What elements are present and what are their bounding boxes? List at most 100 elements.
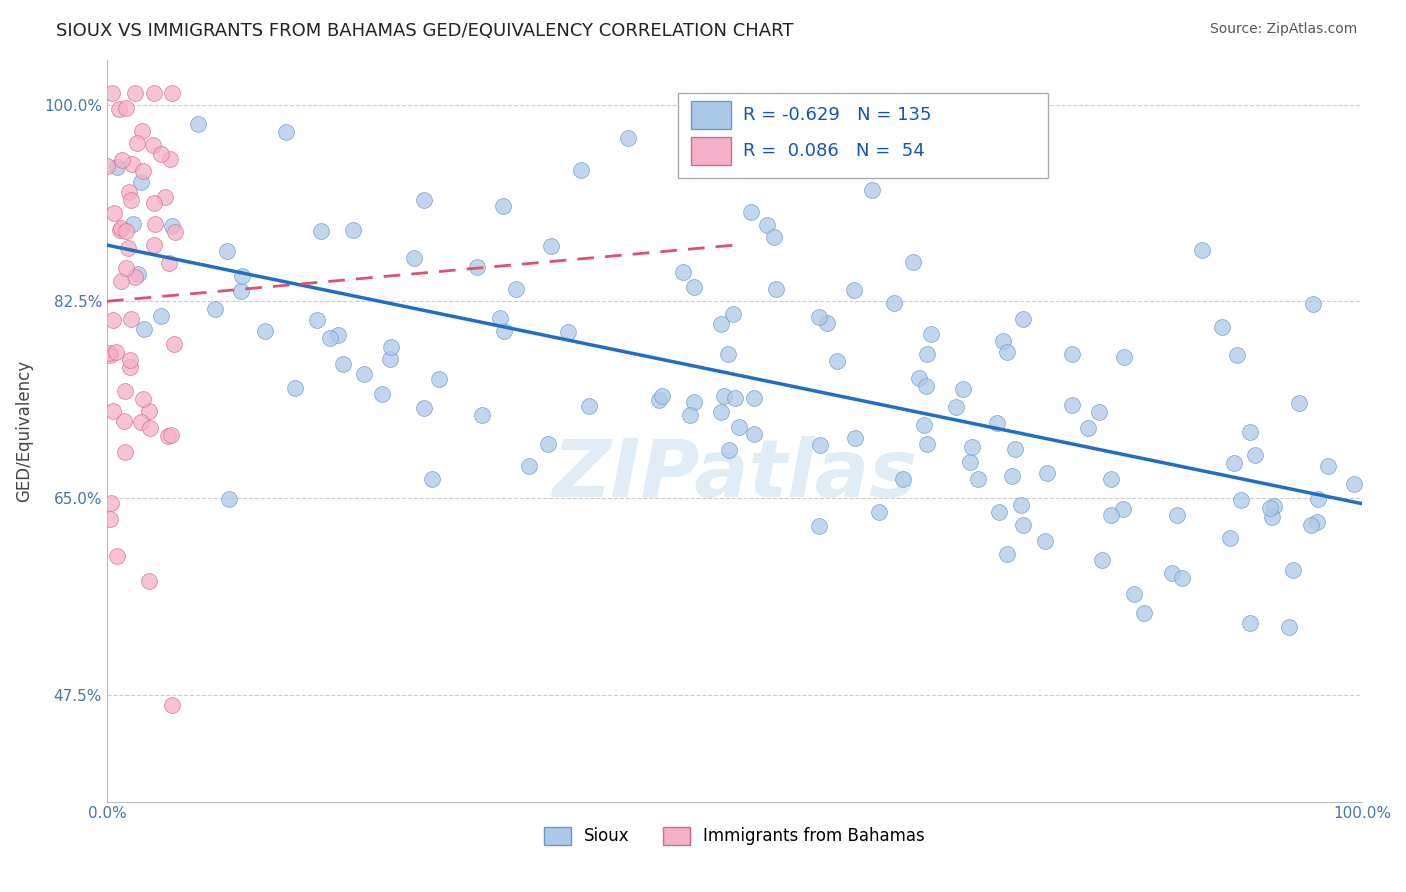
Point (557, 325, 579, 339)
Point (118, 185, 141, 199)
Point (114, 444, 136, 458)
Point (860, 183, 883, 197)
Point (960, 440, 983, 454)
Point (420, 472, 443, 486)
Point (100, 87, 122, 101)
Point (744, 426, 766, 441)
Point (1101, 472, 1123, 486)
Point (762, 230, 785, 244)
Point (617, 130, 640, 145)
Point (1011, 312, 1033, 326)
Point (756, 218, 779, 232)
Point (107, 160, 129, 174)
Point (844, 283, 866, 297)
Point (404, 251, 426, 265)
Point (105, 549, 128, 563)
Point (815, 316, 838, 330)
Point (96, 160, 118, 174)
Point (724, 391, 747, 405)
Point (139, 420, 162, 434)
Point (307, 313, 329, 327)
Point (710, 405, 733, 419)
Point (945, 400, 967, 414)
Point (159, 428, 181, 442)
Point (988, 505, 1011, 519)
Point (332, 357, 354, 371)
Point (98, 512, 121, 526)
Point (903, 255, 925, 269)
Point (986, 416, 1008, 430)
Point (492, 324, 515, 338)
Point (706, 121, 728, 136)
Point (679, 408, 702, 422)
Point (682, 280, 704, 294)
Point (378, 352, 401, 367)
Point (717, 347, 740, 361)
Point (1244, 449, 1267, 463)
Point (163, 337, 186, 351)
Point (138, 574, 160, 589)
Point (651, 389, 673, 403)
Point (150, 147, 173, 161)
Point (118, 360, 141, 375)
Point (129, 415, 152, 429)
Point (121, 157, 143, 171)
Point (1306, 516, 1329, 530)
Point (127, 267, 149, 281)
Point (505, 282, 527, 296)
Point (808, 310, 831, 325)
Point (231, 268, 253, 283)
Point (132, 164, 155, 178)
Point (537, 437, 560, 451)
Point (115, 101, 138, 115)
Point (1099, 508, 1122, 522)
Point (517, 459, 540, 474)
Point (721, 307, 744, 321)
Point (276, 125, 298, 139)
Point (1035, 534, 1057, 549)
Point (471, 408, 494, 422)
Point (204, 302, 226, 317)
Point (143, 237, 166, 252)
Point (1343, 477, 1365, 491)
Point (105, 344, 128, 359)
Point (159, 152, 181, 166)
Point (1077, 420, 1099, 434)
Point (127, 136, 149, 150)
Point (488, 310, 510, 325)
Point (101, 313, 124, 327)
Point (648, 392, 671, 407)
Point (1219, 532, 1241, 546)
Point (131, 124, 153, 138)
Point (765, 282, 787, 296)
Point (121, 218, 143, 232)
Point (118, 353, 141, 368)
Point (117, 241, 139, 255)
Point (1001, 468, 1024, 483)
Point (1226, 348, 1249, 362)
Point (959, 454, 981, 468)
Point (97, 345, 120, 359)
Point (1263, 499, 1285, 513)
Point (110, 220, 132, 235)
Point (1060, 346, 1083, 360)
Point (107, 102, 129, 116)
Point (1133, 607, 1156, 621)
Point (120, 193, 142, 207)
Point (683, 394, 706, 409)
Text: Source: ZipAtlas.com: Source: ZipAtlas.com (1209, 22, 1357, 37)
Point (371, 387, 394, 401)
Point (1161, 566, 1184, 580)
Point (380, 340, 402, 354)
Point (868, 505, 890, 519)
Point (710, 318, 733, 332)
Point (1012, 517, 1035, 532)
Point (915, 347, 938, 361)
Point (142, 196, 165, 211)
Point (740, 204, 762, 219)
Point (427, 372, 450, 386)
Point (1317, 458, 1340, 473)
Point (112, 414, 135, 428)
Point (153, 190, 176, 204)
Point (1261, 510, 1284, 524)
